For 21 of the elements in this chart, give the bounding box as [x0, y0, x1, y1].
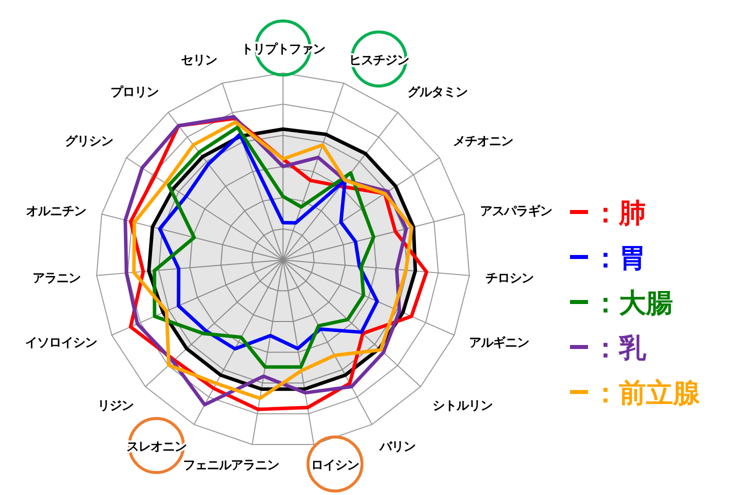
spoke-label: グリシン [65, 132, 114, 148]
spoke-label: チロシン [485, 270, 534, 285]
spoke-label: バリン [378, 438, 417, 454]
spoke-label: アスパラギン [480, 203, 553, 218]
spoke-label: メチオニン [452, 132, 514, 148]
spoke-label: リジン [98, 397, 135, 412]
spoke-label: セリン [181, 52, 218, 67]
legend-label: ：肺 [592, 198, 646, 229]
legend-label: ：前立腺 [592, 378, 701, 409]
spoke-label: アラニン [32, 270, 82, 285]
legend-label: ：胃 [592, 243, 646, 274]
spoke-label: イソロイシン [25, 334, 98, 350]
legend-label: ：大腸 [592, 288, 673, 319]
spoke-label: シトルリン [432, 397, 494, 412]
legend-label: ：乳 [592, 333, 647, 364]
spoke-label: フェニルアラニン [183, 457, 280, 472]
spoke-label: アルギニン [468, 334, 530, 350]
spoke-label: プロリン [110, 84, 160, 99]
spoke-label: グルタミン [408, 84, 469, 99]
spoke-label: ロイシン [311, 457, 360, 472]
spoke-label: オルニチン [26, 203, 88, 218]
